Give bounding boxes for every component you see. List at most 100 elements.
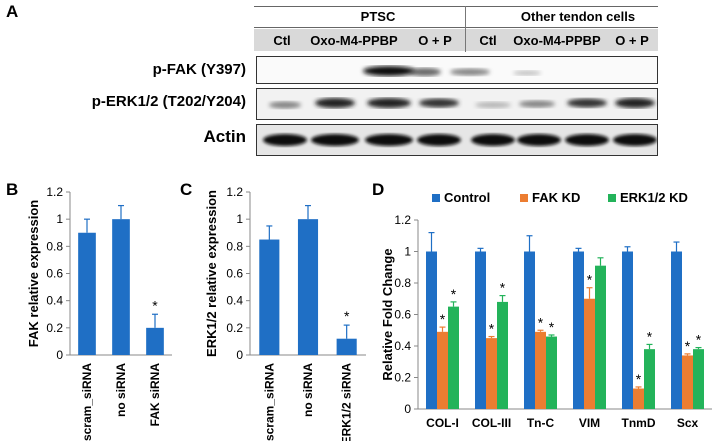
- band: [450, 68, 490, 76]
- chart-d-fold-change: 0 0.2 0.4 0.6 0.8 1 1.2 Relative Fold Change Con…: [380, 190, 712, 430]
- blot-row-label-pfak: p-FAK (Y397): [152, 61, 246, 78]
- bar: [259, 239, 280, 355]
- blot-strip-actin: [256, 124, 658, 156]
- x-tick-label: ERK1/2 siRNA: [340, 363, 354, 441]
- x-tick-label: TnmD: [622, 416, 656, 430]
- bar: [448, 306, 459, 409]
- significance-mark: *: [538, 314, 544, 330]
- blot-row-label-perk: p-ERK1/2 (T202/Y204): [91, 93, 246, 110]
- chart-b-fak-expression: 0 0.2 0.4 0.6 0.8 1 1.2 FAK relative expression…: [26, 185, 172, 441]
- y-tick-label: 0.4: [394, 339, 411, 353]
- significance-mark: *: [489, 321, 495, 337]
- bar: [573, 251, 584, 409]
- blot-strip-perk: [256, 88, 658, 120]
- bar: [671, 251, 682, 409]
- significance-mark: *: [647, 328, 653, 344]
- bar: [693, 349, 704, 409]
- bar: [644, 349, 655, 409]
- blot-strip-pfak: [256, 56, 658, 84]
- y-tick-label: 0.4: [46, 294, 63, 308]
- blot-panel: PTSC Other tendon cells Ctl Oxo-M4-PPBP …: [0, 0, 720, 160]
- blot-bands-actin: [263, 134, 657, 146]
- bar: [78, 232, 96, 355]
- bar: [437, 331, 448, 409]
- y-tick-label: 0.6: [46, 267, 63, 281]
- y-tick-label: 1: [236, 212, 243, 226]
- y-tick-label: 0.6: [226, 267, 243, 281]
- lane-label-ctl-2: Ctl: [479, 33, 497, 48]
- lane-label-op-2: O + P: [615, 33, 649, 48]
- y-tick-label: 0: [236, 348, 243, 362]
- legend-swatch: [608, 194, 616, 202]
- legend-label: FAK KD: [532, 190, 580, 205]
- bar: [426, 251, 437, 409]
- y-tick-label: 0.8: [394, 276, 411, 290]
- bar: [524, 251, 535, 409]
- y-tick-label: 1.2: [394, 213, 411, 227]
- y-axis-label: Relative Fold Change: [380, 248, 395, 380]
- significance-mark: *: [500, 280, 506, 296]
- significance-mark: *: [636, 371, 642, 387]
- band: [409, 68, 441, 76]
- x-tick-label: scram_siRNA: [262, 363, 276, 441]
- chart-c-erk-expression: 0 0.2 0.4 0.6 0.8 1 1.2 ERK1/2 relative express…: [204, 185, 366, 441]
- bar: [297, 219, 319, 355]
- y-tick-label: 0: [404, 402, 411, 416]
- bar: [497, 301, 508, 409]
- blot-row-label-actin: Actin: [203, 127, 247, 146]
- lane-label-ctl-1: Ctl: [273, 33, 291, 48]
- panel-c-letter: C: [180, 180, 193, 199]
- x-tick-label: no siRNA: [114, 363, 128, 417]
- panel-b-letter: B: [6, 180, 19, 199]
- bar: [546, 336, 557, 409]
- y-tick-label: 0.6: [394, 308, 411, 322]
- x-tick-label: VIM: [579, 416, 600, 430]
- y-tick-label: 0.2: [46, 321, 63, 335]
- y-tick-label: 1: [404, 245, 411, 259]
- bar: [486, 338, 497, 409]
- y-axis-label: ERK1/2 relative expression: [204, 190, 219, 357]
- legend-swatch: [432, 194, 440, 202]
- lane-label-op-1: O + P: [418, 33, 452, 48]
- x-tick-label: no siRNA: [301, 363, 315, 417]
- lane-label-oxo-2: Oxo-M4-PPBP: [513, 33, 601, 48]
- group-separator: [465, 6, 466, 52]
- significance-mark: *: [696, 332, 702, 348]
- bar: [595, 265, 606, 409]
- legend-label: Control: [444, 190, 490, 205]
- y-tick-label: 0.2: [394, 371, 411, 385]
- bar: [112, 219, 130, 355]
- lane-header-bar: [254, 29, 658, 51]
- significance-mark: *: [685, 338, 691, 354]
- y-tick-label: 1.2: [226, 185, 243, 199]
- x-tick-label: scram_siRNA: [80, 363, 94, 441]
- bar: [682, 355, 693, 409]
- group-label-ptsc: PTSC: [360, 9, 396, 24]
- band: [363, 66, 415, 76]
- blot-bands-perk: [269, 98, 655, 109]
- panel-d-letter: D: [372, 180, 385, 199]
- group-label-other: Other tendon cells: [520, 9, 636, 24]
- blot-bands-pfak: [363, 66, 541, 76]
- legend-label: ERK1/2 KD: [620, 190, 688, 205]
- y-axis-label: FAK relative expression: [26, 200, 41, 347]
- significance-mark: *: [344, 308, 350, 324]
- legend-swatch: [520, 194, 528, 202]
- y-tick-label: 1: [56, 212, 63, 226]
- y-tick-label: 1.2: [46, 185, 63, 199]
- bar: [475, 251, 486, 409]
- significance-mark: *: [152, 297, 158, 313]
- x-tick-label: Scx: [677, 416, 699, 430]
- bar: [584, 298, 595, 409]
- panel-a-letter: A: [6, 2, 19, 21]
- significance-mark: *: [587, 272, 593, 288]
- group-top-line: [254, 6, 658, 7]
- x-tick-label: Tn-C: [527, 416, 555, 430]
- y-tick-label: 0.8: [46, 239, 63, 253]
- bar: [336, 338, 357, 355]
- significance-mark: *: [451, 286, 457, 302]
- bar: [633, 388, 644, 409]
- x-tick-label: COL-I: [426, 416, 459, 430]
- bar: [535, 331, 546, 409]
- significance-mark: *: [549, 319, 555, 335]
